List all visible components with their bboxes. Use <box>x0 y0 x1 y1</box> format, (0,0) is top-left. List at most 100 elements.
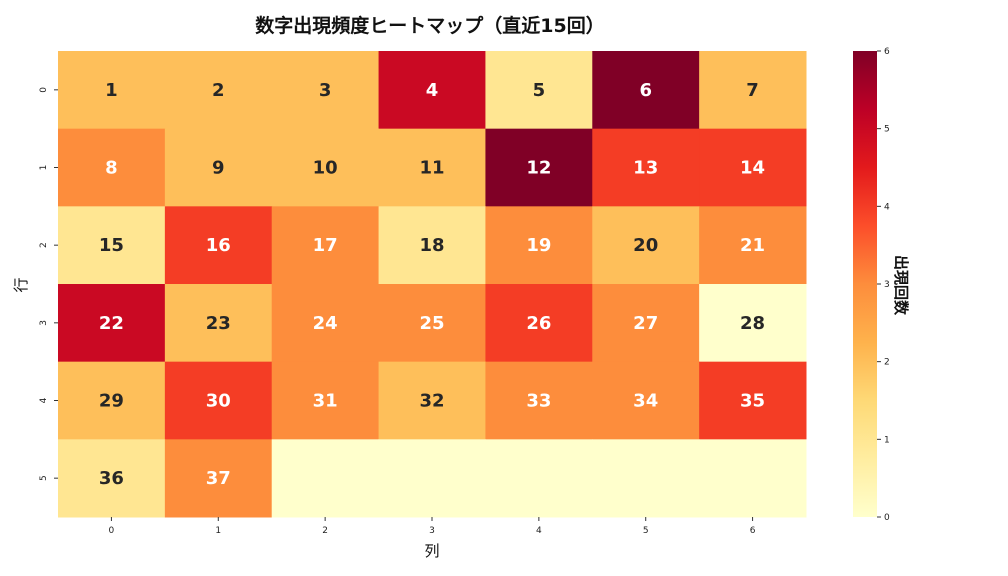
x-tick-label: 0 <box>109 526 115 536</box>
cell-annotation: 32 <box>419 391 444 412</box>
cell-annotation: 2 <box>212 80 225 101</box>
cell-annotation: 29 <box>99 391 124 412</box>
cell-annotation: 1 <box>105 80 118 101</box>
heatmap-cell <box>271 361 380 440</box>
heatmap-cell <box>58 206 166 285</box>
cell-annotation: 23 <box>206 313 231 334</box>
colorbar-tick-label: 3 <box>884 280 890 290</box>
cell-annotation: 33 <box>526 391 551 412</box>
heatmap-cell <box>378 51 486 130</box>
x-axis-label: 列 <box>424 542 439 560</box>
cell-annotation: 13 <box>633 158 658 179</box>
cell-annotation: 11 <box>419 158 444 179</box>
x-tick-label: 6 <box>750 526 756 536</box>
colorbar-tick-label: 4 <box>884 202 890 212</box>
heatmap-cell <box>699 128 807 207</box>
heatmap-cell <box>592 361 700 440</box>
cell-annotation: 27 <box>633 313 658 334</box>
y-tick-label: 0 <box>39 87 49 93</box>
heatmap-cell <box>699 206 807 285</box>
colorbar-tick-label: 2 <box>884 358 890 368</box>
heatmap-cell <box>271 128 380 207</box>
heatmap-cell <box>164 51 273 130</box>
cell-annotation: 4 <box>426 80 439 101</box>
cell-annotation: 14 <box>740 158 765 179</box>
cell-annotation: 12 <box>526 158 551 179</box>
cell-annotation: 31 <box>313 391 338 412</box>
cell-annotation: 36 <box>99 468 124 489</box>
cell-annotation: 7 <box>746 80 759 101</box>
x-tick-label: 2 <box>322 526 328 536</box>
heatmap-cell <box>164 206 273 285</box>
cell-annotation: 5 <box>533 80 546 101</box>
cell-annotation: 30 <box>206 391 231 412</box>
heatmap-cell <box>699 361 807 440</box>
cell-annotation: 24 <box>313 313 338 334</box>
cell-annotation: 8 <box>105 158 118 179</box>
cell-annotation: 37 <box>206 468 231 489</box>
heatmap-cell <box>271 206 380 285</box>
colorbar-tick-label: 5 <box>884 125 890 135</box>
colorbar-label: 出現回数 <box>892 255 910 316</box>
heatmap-cell <box>164 128 273 207</box>
heatmap-cell <box>592 439 700 518</box>
y-tick-label: 4 <box>39 397 49 403</box>
heatmap-cell <box>378 284 486 363</box>
cell-annotation: 21 <box>740 235 765 256</box>
colorbar-tick-label: 0 <box>884 513 890 523</box>
heatmap-cell <box>485 128 593 207</box>
heatmap-cell <box>699 439 807 518</box>
cell-annotation: 3 <box>319 80 332 101</box>
heatmap-cell <box>58 361 166 440</box>
cell-annotation: 9 <box>212 158 225 179</box>
colorbar <box>853 51 877 517</box>
heatmap-cell <box>592 206 700 285</box>
heatmap-cell <box>58 284 166 363</box>
heatmap-cell <box>699 51 807 130</box>
heatmap-cell <box>378 439 486 518</box>
heatmap-cell <box>58 439 166 518</box>
cell-annotation: 26 <box>526 313 551 334</box>
cell-annotation: 25 <box>419 313 444 334</box>
heatmap-cell <box>378 361 486 440</box>
y-tick-label: 2 <box>39 242 49 248</box>
heatmap-cell <box>485 361 593 440</box>
heatmap-cell <box>164 439 273 518</box>
chart-title: 数字出現頻度ヒートマップ（直近15回） <box>255 14 604 37</box>
heatmap-cell <box>485 284 593 363</box>
heatmap-cell <box>378 128 486 207</box>
heatmap-cell <box>164 284 273 363</box>
colorbar-tick-label: 1 <box>884 435 890 445</box>
x-tick-label: 1 <box>215 526 221 536</box>
x-tick-label: 5 <box>643 526 649 536</box>
cell-annotation: 16 <box>206 235 231 256</box>
cell-annotation: 19 <box>526 235 551 256</box>
cell-annotation: 35 <box>740 391 765 412</box>
heatmap-cell <box>271 51 380 130</box>
heatmap-cell <box>485 206 593 285</box>
x-tick-label: 4 <box>536 526 542 536</box>
cell-annotation: 18 <box>419 235 444 256</box>
heatmap-cell <box>271 439 380 518</box>
heatmap-cell <box>58 51 166 130</box>
cell-annotation: 17 <box>313 235 338 256</box>
y-tick-label: 5 <box>39 475 49 481</box>
cell-annotation: 10 <box>313 158 338 179</box>
heatmap-cell <box>58 128 166 207</box>
cell-annotation: 34 <box>633 391 658 412</box>
y-tick-label: 1 <box>39 165 49 171</box>
heatmap-cell <box>164 361 273 440</box>
cell-annotation: 22 <box>99 313 124 334</box>
cell-annotation: 20 <box>633 235 658 256</box>
cell-annotation: 28 <box>740 313 765 334</box>
heatmap-cell <box>378 206 486 285</box>
cell-annotation: 6 <box>639 80 652 101</box>
heatmap-cell <box>592 51 700 130</box>
y-axis-label: 行 <box>12 277 30 292</box>
heatmap-cell <box>485 51 593 130</box>
heatmap-cell <box>592 128 700 207</box>
y-tick-label: 3 <box>39 320 49 326</box>
x-tick-label: 3 <box>429 526 435 536</box>
cell-annotation: 15 <box>99 235 124 256</box>
